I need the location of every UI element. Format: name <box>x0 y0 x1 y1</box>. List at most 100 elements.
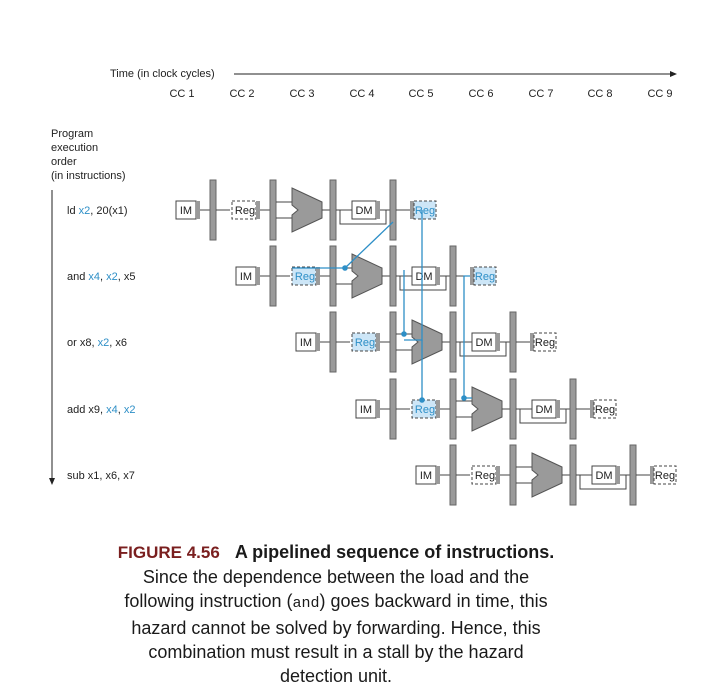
register-file-read-shade <box>376 333 380 351</box>
pipeline-register-ex-mem <box>449 311 457 373</box>
instruction-memory-shade <box>316 333 320 351</box>
pipeline-register-ex-mem <box>389 245 397 307</box>
pipeline-diagram: IM Reg DM Reg IM Reg DM Reg IM Reg DM Reg IM Reg DM Reg… <box>175 179 677 506</box>
data-memory-shade <box>376 201 380 219</box>
time-axis-arrow <box>234 71 677 77</box>
pipeline-register-ex-mem <box>569 444 577 506</box>
register-operand: x2 <box>97 337 110 349</box>
clock-cycle-label: CC 2 <box>229 88 255 100</box>
pipeline-register-id-ex <box>269 179 277 241</box>
clock-cycle-label: CC 9 <box>647 88 673 100</box>
memory-bypass-wire <box>339 210 387 225</box>
register-file-write-shade <box>650 466 654 484</box>
register-operand: x2 <box>106 271 118 283</box>
clock-cycle-label: CC 1 <box>169 88 195 100</box>
instruction-memory-label: IM <box>180 205 192 217</box>
instruction-memory-shade <box>196 201 200 219</box>
caption-line-2: following instruction (and) goes backwar… <box>124 591 548 612</box>
pipeline-register-mem-wb <box>629 444 637 506</box>
instruction-memory-label: IM <box>300 337 312 349</box>
register-operand: x4 <box>88 271 101 283</box>
pipeline-register-mem-wb <box>449 245 457 307</box>
pipeline-register-ex-mem <box>329 179 337 241</box>
instruction-text: , 20(x1) <box>90 205 128 217</box>
data-memory-shade <box>556 400 560 418</box>
memory-bypass-wire <box>579 475 627 490</box>
figure-title: A pipelined sequence of instructions. <box>234 542 555 562</box>
data-memory-label: DM <box>475 337 492 349</box>
caption-line-5: detection unit. <box>279 666 393 686</box>
pipeline-register-if-id <box>449 444 457 506</box>
forwarding-dot <box>419 397 425 403</box>
register-operand: x2 <box>123 404 136 416</box>
register-file-writeback-label: Reg <box>535 337 555 349</box>
data-memory-label: DM <box>535 404 552 416</box>
register-file-read-shade <box>496 466 500 484</box>
pipeline-register-id-ex <box>329 245 337 307</box>
clock-cycle-label: CC 3 <box>289 88 315 100</box>
register-file-label: Reg <box>415 404 435 416</box>
register-file-writeback-block <box>413 200 437 220</box>
pipeline-register-id-ex <box>389 311 397 373</box>
register-file-read-shade <box>316 267 320 285</box>
register-file-writeback-label: Reg <box>415 205 435 217</box>
instruction-text: or x8, <box>67 337 98 349</box>
register-operand: x4 <box>106 404 118 416</box>
register-file-writeback-label: Reg <box>475 271 495 283</box>
instruction-text: and <box>67 271 89 283</box>
clock-cycle-label: CC 4 <box>349 88 375 100</box>
caption-line-3: hazard cannot be solved by forwarding. H… <box>131 618 541 638</box>
register-file-read-shade <box>256 201 260 219</box>
pipeline-register-if-id <box>209 179 217 241</box>
clock-cycle-label: CC 8 <box>587 88 613 100</box>
pipeline-register-id-ex <box>449 378 457 440</box>
instruction-text: , <box>117 404 124 416</box>
program-order-label: Program execution order (in instructions… <box>51 128 126 182</box>
program-order-arrow <box>49 190 55 485</box>
data-memory-label: DM <box>355 205 372 217</box>
caption-line-4: combination must result in a stall by th… <box>148 642 524 662</box>
data-memory-shade <box>616 466 620 484</box>
pipeline-register-mem-wb <box>389 179 397 241</box>
register-file-writeback-block <box>533 332 557 352</box>
pipeline-register-id-ex <box>509 444 517 506</box>
register-file-write-shade <box>590 400 594 418</box>
instruction-memory-shade <box>376 400 380 418</box>
dependence-line-ld-to-and <box>344 221 394 269</box>
pipeline-register-mem-wb <box>569 378 577 440</box>
alu-block <box>291 187 323 233</box>
instruction-text: , <box>100 271 107 283</box>
instruction-text: ld <box>67 205 79 217</box>
figure-caption: FIGURE 4.56 A pipelined sequence of inst… <box>60 540 612 688</box>
instruction-memory-label: IM <box>360 404 372 416</box>
register-file-label: Reg <box>355 337 375 349</box>
data-memory-label: DM <box>415 271 432 283</box>
instruction-memory-shade <box>436 466 440 484</box>
register-file-label: Reg <box>295 271 315 283</box>
register-file-write-shade <box>530 333 534 351</box>
pipeline-register-ex-mem <box>509 378 517 440</box>
alu-block <box>351 253 383 299</box>
dependence-line-and-to-add <box>463 275 470 398</box>
instruction-and: and x4, x2, x5 <box>67 271 136 283</box>
register-file-read-shade <box>436 400 440 418</box>
instruction-text: , x6 <box>109 337 127 349</box>
register-file-write-shade <box>470 267 474 285</box>
caption-code: and <box>292 595 320 612</box>
clock-cycle-label: CC 7 <box>528 88 554 100</box>
pipeline-register-if-id <box>329 311 337 373</box>
instruction-or: or x8, x2, x6 <box>67 337 127 349</box>
alu-block <box>531 452 563 498</box>
register-file-writeback-block <box>473 266 497 286</box>
clock-cycle-label: CC 6 <box>468 88 494 100</box>
instruction-memory-label: IM <box>240 271 252 283</box>
instruction-add: add x9, x4, x2 <box>67 404 136 416</box>
alu-block <box>471 386 503 432</box>
register-file-writeback-block <box>593 399 617 419</box>
register-file-writeback-label: Reg <box>655 470 675 482</box>
memory-bypass-wire <box>459 342 507 357</box>
instruction-text: sub x1, x6, x7 <box>67 470 135 482</box>
register-file-label: Reg <box>235 205 255 217</box>
register-file-writeback-block <box>653 465 677 485</box>
register-operand: x2 <box>78 205 91 217</box>
